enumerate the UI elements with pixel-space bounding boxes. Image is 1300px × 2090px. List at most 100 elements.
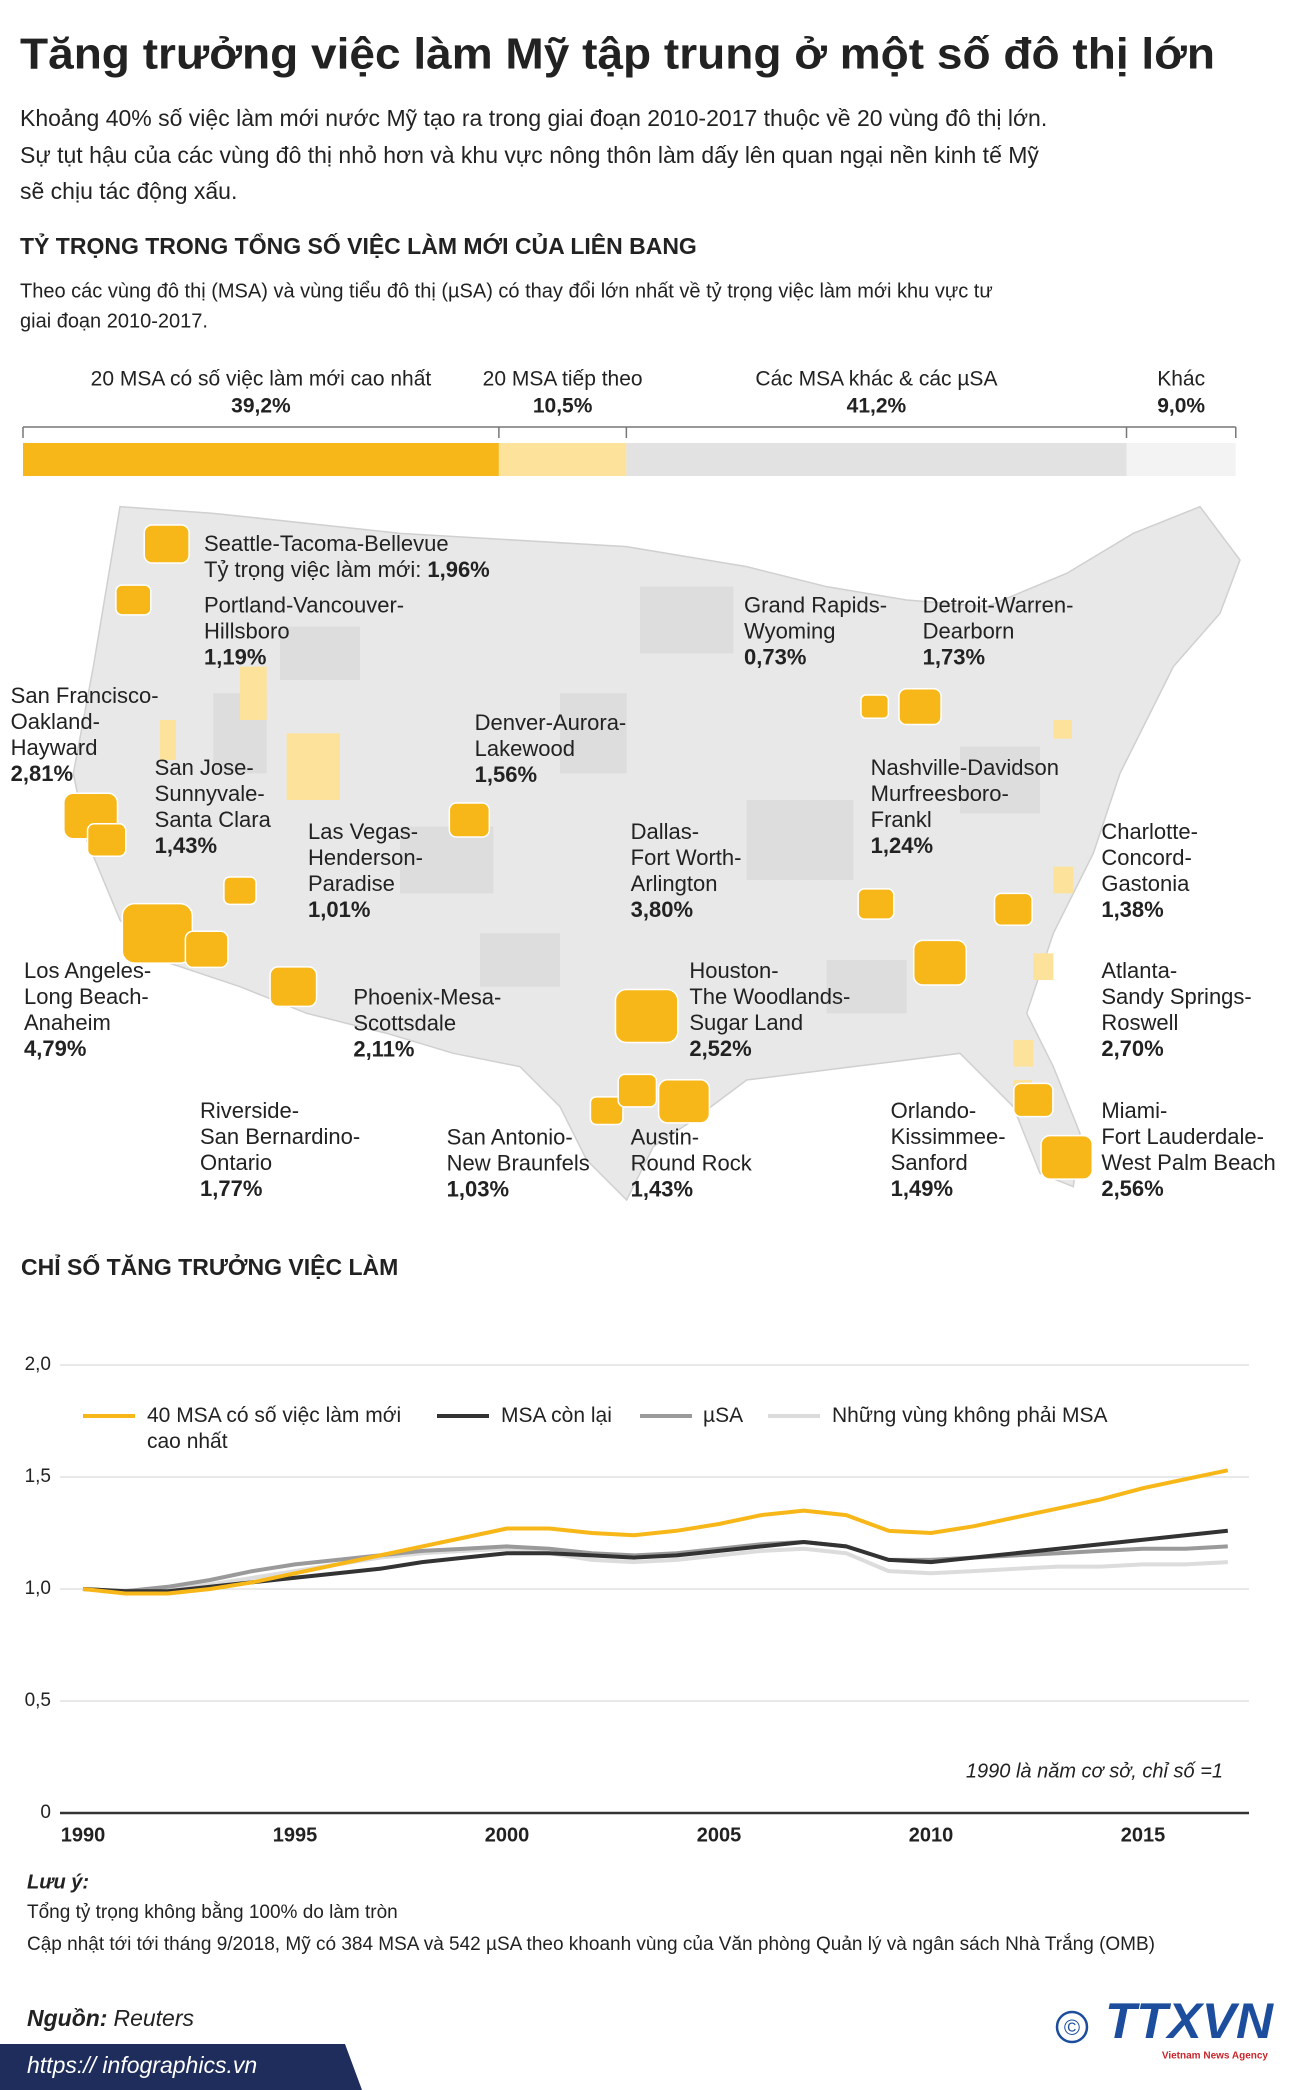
msa-share: 1,77%: [200, 1176, 262, 1201]
legend-label: µSA: [703, 1404, 744, 1427]
msa-name: Sanford: [891, 1150, 968, 1175]
msa-share: 1,38%: [1101, 897, 1163, 922]
msa-name: Ontario: [200, 1150, 272, 1175]
series-line: [82, 1546, 1228, 1594]
msa-name: Oakland-: [11, 709, 100, 734]
msa-name: Wyoming: [744, 618, 836, 643]
y-tick-label: 0: [40, 1802, 51, 1823]
msa-share: 2,52%: [689, 1036, 751, 1061]
msa-name: Round Rock: [631, 1150, 753, 1175]
msa-area: [898, 688, 942, 726]
msa-area: [223, 876, 257, 906]
other-msa: [1053, 720, 1072, 739]
msa-name: Kissimmee-: [891, 1124, 1006, 1149]
msa-name: Arlington: [631, 871, 718, 896]
section-title: TỶ TRỌNG TRONG TỔNG SỐ VIỆC LÀM MỚI CỦA …: [20, 231, 697, 259]
segment-value: 39,2%: [231, 395, 291, 418]
msa-name: Miami-: [1101, 1098, 1167, 1123]
msa-name: Roswell: [1101, 1010, 1178, 1035]
msa-name: West Palm Beach: [1101, 1150, 1275, 1175]
other-msa: [160, 720, 176, 760]
legend-label: MSA còn lại: [501, 1404, 612, 1427]
other-msa: [1013, 1040, 1034, 1067]
copyright: ©: [1064, 2015, 1080, 2040]
title: Tăng trưởng việc làm Mỹ tập trung ở một …: [20, 30, 1215, 79]
msa-name: The Woodlands-: [689, 984, 850, 1009]
y-tick-label: 1,0: [25, 1578, 51, 1599]
msa-area: [657, 1078, 711, 1124]
intro-line: Khoảng 40% số việc làm mới nước Mỹ tạo r…: [20, 105, 1047, 131]
msa-share: 1,73%: [923, 644, 985, 669]
msa-share: 1,43%: [155, 833, 217, 858]
url: https:// infographics.vn: [27, 2052, 257, 2078]
note-line: Tổng tỷ trọng không bằng 100% do làm trò…: [27, 1901, 398, 1923]
msa-name: Los Angeles-: [24, 958, 151, 983]
legend-label: Những vùng không phải MSA: [832, 1404, 1108, 1427]
source-label: Nguồn:: [27, 2005, 107, 2031]
bar-segment: [626, 443, 1127, 476]
bar-segment: [23, 443, 499, 476]
region-shade: [480, 933, 560, 987]
msa-name: Fort Worth-: [631, 845, 742, 870]
bar-segment: [498, 443, 627, 476]
msa-share: 2,56%: [1101, 1176, 1163, 1201]
notes-title: Lưu ý:: [27, 1871, 89, 1893]
msa-area: [993, 892, 1033, 927]
msa-name: Grand Rapids-: [744, 592, 887, 617]
y-tick-label: 0,5: [25, 1690, 51, 1711]
x-tick-label: 2015: [1121, 1824, 1166, 1846]
region-shade: [960, 746, 1040, 814]
msa-name: Hayward: [11, 735, 98, 760]
other-msa: [1053, 866, 1074, 894]
msa-share: 0,73%: [744, 644, 806, 669]
msa-name: Gastonia: [1101, 871, 1190, 896]
msa-name: Portland-Vancouver-: [204, 592, 404, 617]
msa-name: Denver-Aurora-: [475, 710, 627, 735]
y-tick-label: 2,0: [25, 1354, 51, 1375]
msa-share: 1,56%: [475, 762, 537, 787]
msa-name: Paradise: [308, 871, 395, 896]
msa-area: [617, 1073, 658, 1108]
msa-area: [589, 1096, 624, 1126]
msa-area: [269, 966, 318, 1008]
msa-area: [448, 802, 491, 838]
msa-name: San Bernardino-: [200, 1124, 360, 1149]
section-subtitle: Theo các vùng đô thị (MSA) và vùng tiểu …: [20, 280, 993, 302]
msa-area: [912, 939, 968, 986]
msa-name: Charlotte-: [1101, 819, 1198, 844]
msa-area: [115, 584, 152, 616]
bar-segment: [1126, 443, 1236, 476]
other-msa: [1033, 953, 1054, 980]
msa-name: Houston-: [689, 958, 778, 983]
share-label: Tỷ trọng việc làm mới:: [204, 557, 421, 582]
segment-value: 9,0%: [1157, 395, 1205, 418]
msa-name: Phoenix-Mesa-: [353, 984, 501, 1009]
msa-name: New Braunfels: [447, 1150, 590, 1175]
y-tick-label: 1,5: [25, 1466, 51, 1487]
msa-name: Scottsdale: [353, 1010, 456, 1035]
msa-name: Sandy Springs-: [1101, 984, 1251, 1009]
msa-area: [184, 930, 229, 969]
msa-name: Atlanta-: [1101, 958, 1177, 983]
copyright-circle: [1055, 2010, 1089, 2044]
segment-value: 41,2%: [847, 395, 907, 418]
segment-label: 20 MSA tiếp theo: [483, 368, 643, 391]
msa-share: 1,96%: [427, 557, 489, 582]
msa-name: Fort Lauderdale-: [1101, 1124, 1264, 1149]
msa-share: 2,11%: [353, 1036, 414, 1061]
msa-name: San Antonio-: [447, 1124, 573, 1149]
segment-label: 20 MSA có số việc làm mới cao nhất: [91, 368, 432, 391]
msa-name: Murfreesboro-: [871, 781, 1009, 806]
other-msa: [286, 733, 340, 800]
msa-name: Anaheim: [24, 1010, 111, 1035]
msa-name: Long Beach-: [24, 984, 149, 1009]
msa-name: Dallas-: [631, 819, 699, 844]
series-line: [82, 1528, 1229, 1594]
intro-line: Sự tụt hậu của các vùng đô thị nhỏ hơn v…: [20, 142, 1039, 168]
x-tick-label: 2000: [485, 1824, 530, 1846]
msa-name: Santa Clara: [155, 807, 272, 832]
region-shade: [400, 826, 494, 894]
msa-name: Lakewood: [475, 736, 575, 761]
msa-name: Dearborn: [923, 618, 1015, 643]
msa-share: 2,70%: [1101, 1036, 1163, 1061]
